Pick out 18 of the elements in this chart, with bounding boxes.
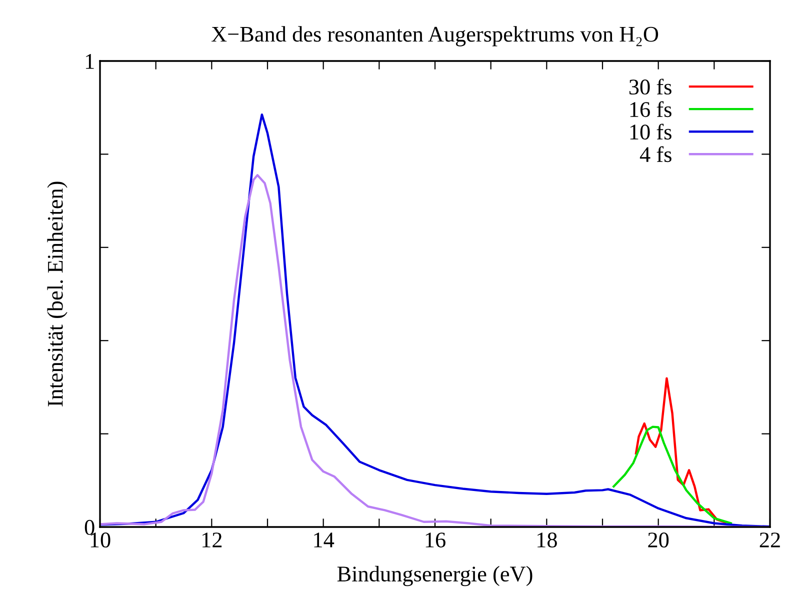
y-tick-label: 1 <box>86 54 94 69</box>
legend-label: 4 fs <box>640 146 672 162</box>
x-tick-label: 10 <box>90 532 110 548</box>
x-axis-title: Bindungsenergie (eV) <box>337 566 532 586</box>
line-series <box>612 426 732 524</box>
x-tick-label: 18 <box>538 532 557 548</box>
legend-label: 16 fs <box>630 101 672 118</box>
line-series <box>634 377 726 524</box>
legend-label: 30 fs <box>629 78 672 95</box>
chart-title: X−Band des resonanten Augerspektrums von H₂O <box>211 26 658 46</box>
x-tick-label: 14 <box>314 532 334 548</box>
x-tick-label: 20 <box>648 532 669 548</box>
x-tick-label: 22 <box>760 532 780 548</box>
x-tick-label: 12 <box>202 532 222 548</box>
x-tick-label: 16 <box>426 532 446 548</box>
y-tick-label: 0 <box>84 520 94 535</box>
legend-label: 10 fs <box>630 124 672 140</box>
y-axis-title: Intensität (bel. Einheiten) <box>47 182 68 406</box>
